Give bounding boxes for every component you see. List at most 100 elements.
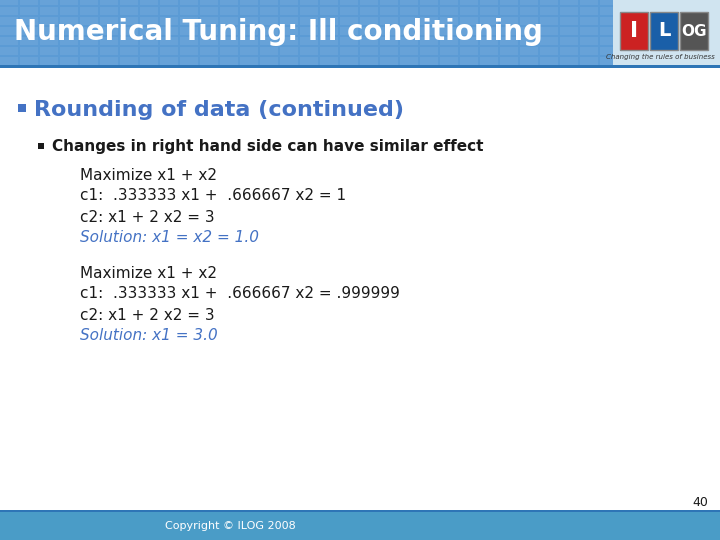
Bar bbox=[580, 7, 598, 15]
Bar bbox=[360, 27, 378, 35]
Bar bbox=[260, 37, 278, 45]
Text: Solution: x1 = x2 = 1.0: Solution: x1 = x2 = 1.0 bbox=[80, 231, 259, 246]
Bar bbox=[300, 57, 318, 65]
Text: L: L bbox=[658, 22, 670, 40]
Text: Maximize x1 + x2: Maximize x1 + x2 bbox=[80, 167, 217, 183]
Bar bbox=[80, 0, 98, 5]
Bar bbox=[380, 37, 398, 45]
Bar bbox=[500, 27, 518, 35]
Bar bbox=[420, 57, 438, 65]
Bar bbox=[680, 12, 708, 50]
Bar bbox=[440, 0, 458, 5]
Bar bbox=[120, 37, 138, 45]
Text: Solution: x1 = 3.0: Solution: x1 = 3.0 bbox=[80, 328, 217, 343]
Bar bbox=[100, 37, 118, 45]
Bar bbox=[200, 47, 218, 55]
Bar bbox=[480, 17, 498, 25]
Bar bbox=[580, 57, 598, 65]
Bar bbox=[440, 27, 458, 35]
Bar bbox=[60, 47, 78, 55]
Bar bbox=[80, 7, 98, 15]
Bar bbox=[300, 0, 318, 5]
Bar bbox=[120, 17, 138, 25]
Bar bbox=[420, 7, 438, 15]
Text: c2: x1 + 2 x2 = 3: c2: x1 + 2 x2 = 3 bbox=[80, 210, 215, 225]
Bar bbox=[0, 510, 720, 512]
Bar bbox=[0, 512, 720, 540]
Bar bbox=[80, 47, 98, 55]
Bar bbox=[540, 17, 558, 25]
Bar bbox=[220, 17, 238, 25]
Bar bbox=[240, 57, 258, 65]
Bar bbox=[180, 0, 198, 5]
Bar bbox=[60, 7, 78, 15]
Bar bbox=[480, 37, 498, 45]
Bar bbox=[0, 7, 18, 15]
Bar bbox=[360, 57, 378, 65]
Bar bbox=[380, 47, 398, 55]
Bar bbox=[500, 47, 518, 55]
Bar bbox=[520, 17, 538, 25]
Bar bbox=[20, 47, 38, 55]
Bar bbox=[60, 27, 78, 35]
Bar bbox=[560, 17, 578, 25]
Bar bbox=[340, 27, 358, 35]
Bar bbox=[600, 27, 618, 35]
Bar bbox=[260, 7, 278, 15]
Bar bbox=[80, 17, 98, 25]
Bar bbox=[460, 0, 478, 5]
Bar bbox=[480, 27, 498, 35]
Bar bbox=[20, 27, 38, 35]
Bar bbox=[580, 27, 598, 35]
Bar bbox=[140, 37, 158, 45]
Bar bbox=[100, 57, 118, 65]
Text: c1:  .333333 x1 +  .666667 x2 = .999999: c1: .333333 x1 + .666667 x2 = .999999 bbox=[80, 287, 400, 301]
Bar bbox=[140, 17, 158, 25]
Bar bbox=[180, 27, 198, 35]
Bar bbox=[320, 37, 338, 45]
Bar bbox=[300, 47, 318, 55]
Bar bbox=[600, 7, 618, 15]
Bar bbox=[200, 7, 218, 15]
Bar bbox=[440, 57, 458, 65]
Bar bbox=[0, 0, 720, 65]
Bar bbox=[320, 7, 338, 15]
Bar bbox=[240, 17, 258, 25]
Bar bbox=[320, 17, 338, 25]
Bar bbox=[300, 17, 318, 25]
Bar bbox=[260, 57, 278, 65]
Bar bbox=[380, 17, 398, 25]
Text: c1:  .333333 x1 +  .666667 x2 = 1: c1: .333333 x1 + .666667 x2 = 1 bbox=[80, 188, 346, 204]
Bar bbox=[440, 17, 458, 25]
Bar bbox=[140, 27, 158, 35]
Bar bbox=[500, 7, 518, 15]
Bar bbox=[0, 17, 18, 25]
Bar bbox=[613, 0, 720, 65]
Bar bbox=[20, 7, 38, 15]
Bar bbox=[420, 27, 438, 35]
Bar bbox=[650, 12, 678, 50]
Bar bbox=[40, 0, 58, 5]
Bar bbox=[280, 27, 298, 35]
Bar bbox=[520, 27, 538, 35]
Bar bbox=[140, 57, 158, 65]
Bar bbox=[460, 27, 478, 35]
Bar bbox=[600, 0, 618, 5]
Bar bbox=[280, 47, 298, 55]
Bar bbox=[360, 7, 378, 15]
Text: Copyright © ILOG 2008: Copyright © ILOG 2008 bbox=[165, 521, 295, 531]
Text: 40: 40 bbox=[692, 496, 708, 509]
Bar bbox=[560, 37, 578, 45]
Bar bbox=[120, 27, 138, 35]
Bar bbox=[60, 0, 78, 5]
Bar bbox=[560, 57, 578, 65]
Bar bbox=[500, 17, 518, 25]
Bar bbox=[380, 27, 398, 35]
Bar bbox=[420, 0, 438, 5]
Bar bbox=[140, 7, 158, 15]
Text: Numerical Tuning: Ill conditioning: Numerical Tuning: Ill conditioning bbox=[14, 18, 543, 46]
Text: I: I bbox=[630, 21, 638, 41]
Bar bbox=[40, 37, 58, 45]
Bar bbox=[400, 0, 418, 5]
Bar bbox=[600, 37, 618, 45]
